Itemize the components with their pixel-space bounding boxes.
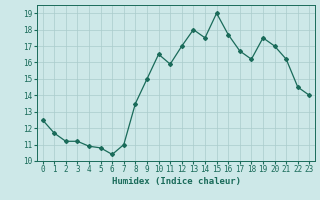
X-axis label: Humidex (Indice chaleur): Humidex (Indice chaleur) <box>111 177 241 186</box>
